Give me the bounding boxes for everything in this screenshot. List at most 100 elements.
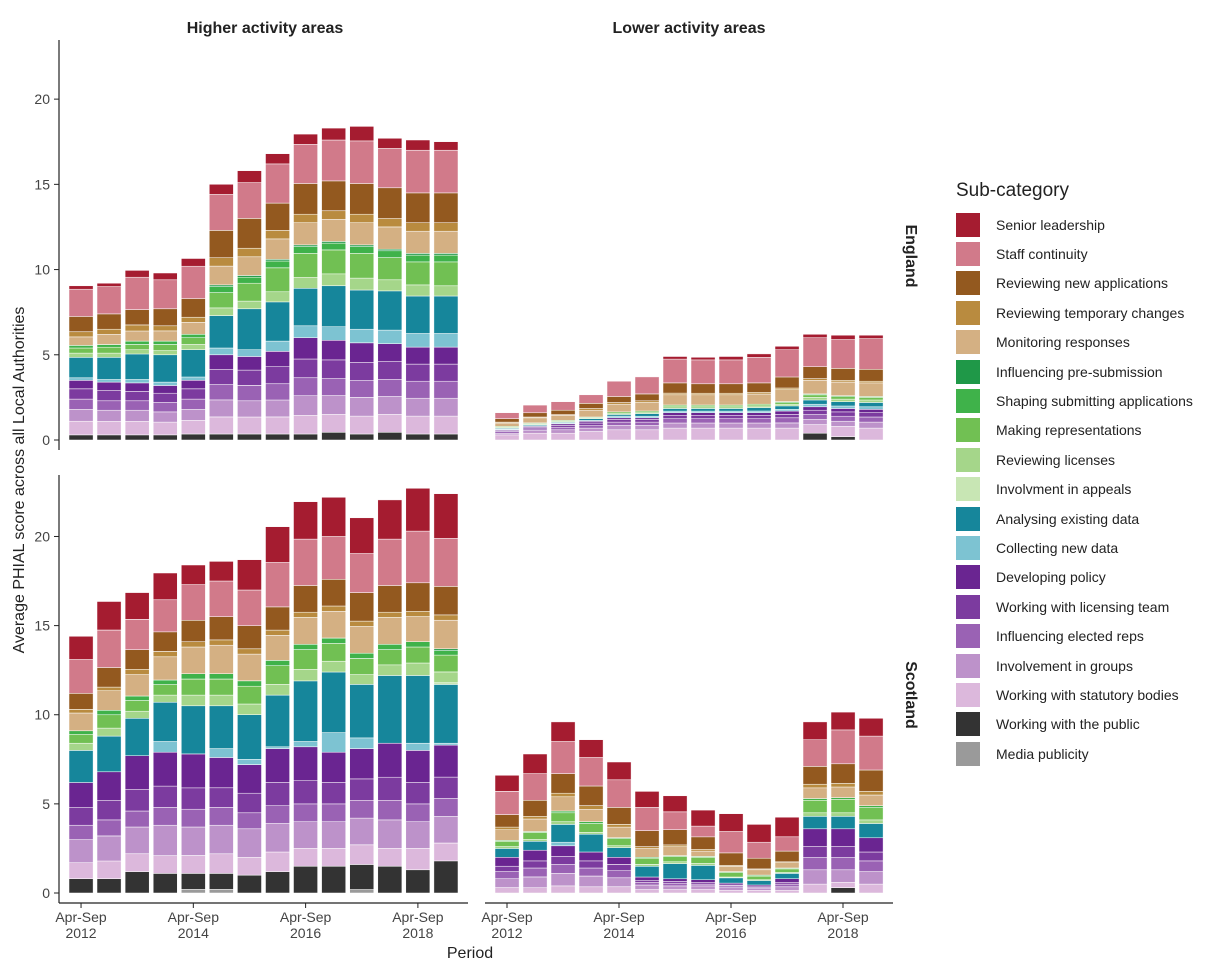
bar-segment-working-with-the-public <box>830 887 856 894</box>
y-tick-label: 5 <box>42 347 50 363</box>
x-tick-label: 2014 <box>178 925 209 941</box>
bar-segment-analysing-existing-data <box>237 714 262 760</box>
bar-segment-reviewing-new-applications <box>96 667 122 688</box>
bar-stack <box>858 334 884 441</box>
bar-stack <box>774 816 800 894</box>
x-tick-label: Apr-Sep <box>280 909 332 925</box>
bar-segment-monitoring-responses <box>68 712 94 732</box>
bar-segment-developing-policy <box>152 385 178 394</box>
bar-segment-working-with-statutory-bodies <box>265 851 290 872</box>
bar-segment-making-representations <box>830 799 856 814</box>
bar-segment-working-with-licensing-team <box>209 369 234 385</box>
bar-stack <box>550 401 576 441</box>
bar-segment-reviewing-temporary-changes <box>377 218 403 228</box>
bar-segment-working-with-the-public <box>377 866 403 894</box>
bar-segment-working-with-licensing-team <box>774 414 800 419</box>
bar-segment-working-with-licensing-team <box>662 881 688 884</box>
bar-segment-developing-policy <box>293 746 318 781</box>
bar-segment-collecting-new-data <box>377 329 403 344</box>
bar-segment-staff-continuity <box>606 779 632 808</box>
bar-segment-analysing-existing-data <box>68 357 94 379</box>
bar-segment-working-with-statutory-bodies <box>494 434 520 441</box>
bar-segment-analysing-existing-data <box>802 399 828 405</box>
bar-segment-analysing-existing-data <box>124 718 150 756</box>
legend-item-making-representations: Making representations <box>956 416 1193 445</box>
bar-segment-involvement-in-groups <box>293 395 318 416</box>
row-facet-titles: England Scotland <box>902 224 919 728</box>
bar-segment-influencing-pre-submission <box>237 275 262 278</box>
bar-segment-developing-policy <box>858 837 884 853</box>
bar-segment-reviewing-licenses <box>774 403 800 407</box>
bar-segment-analysing-existing-data <box>690 408 716 412</box>
bar-segment-developing-policy <box>349 748 375 780</box>
bar-segment-analysing-existing-data <box>606 847 632 858</box>
bar-segment-analysing-existing-data <box>858 823 884 839</box>
bar-segment-involvement-in-groups <box>181 409 206 421</box>
bar-segment-collecting-new-data <box>746 410 772 413</box>
bar-segment-developing-policy <box>405 346 431 365</box>
bar-segment-working-with-statutory-bodies <box>774 427 800 441</box>
legend-swatch <box>956 389 980 414</box>
bar-segment-working-with-statutory-bodies <box>405 848 431 871</box>
legend-swatch <box>956 682 980 707</box>
bar-segment-influencing-elected-reps <box>830 415 856 422</box>
bar-segment-analysing-existing-data <box>293 288 318 327</box>
bar-segment-monitoring-responses <box>690 850 716 857</box>
bar-segment-reviewing-licenses <box>550 821 576 825</box>
bar-segment-developing-policy <box>237 356 262 371</box>
bar-segment-involvement-in-groups <box>690 885 716 890</box>
bar-segment-making-representations <box>321 643 346 662</box>
bar-segment-working-with-statutory-bodies <box>377 848 403 867</box>
bar-segment-developing-policy <box>349 342 375 363</box>
bar-stack <box>405 139 431 441</box>
legend-item-reviewing-temporary-changes: Reviewing temporary changes <box>956 298 1193 327</box>
x-tick-label: 2014 <box>603 925 634 941</box>
legend-item-staff-continuity: Staff continuity <box>956 239 1193 268</box>
y-tick-label: 10 <box>34 262 50 278</box>
bar-segment-shaping-submitting-applications <box>293 644 318 650</box>
bar-segment-monitoring-responses <box>433 230 459 254</box>
bar-segment-developing-policy <box>209 354 234 370</box>
bar-segment-staff-continuity <box>802 337 828 367</box>
bar-segment-reviewing-new-applications <box>746 382 772 393</box>
bar-segment-developing-policy <box>550 845 576 857</box>
bar-segment-influencing-elected-reps <box>858 416 884 423</box>
bar-segment-developing-policy <box>802 828 828 847</box>
bar-segment-working-with-the-public <box>181 433 206 441</box>
legend-item-analysing-existing-data: Analysing existing data <box>956 504 1193 533</box>
bar-stack <box>96 282 122 441</box>
bar-segment-staff-continuity <box>321 139 346 182</box>
bar-stack <box>802 334 828 441</box>
bar-segment-influencing-elected-reps <box>321 378 346 396</box>
bar-segment-collecting-new-data <box>606 415 632 419</box>
bar-segment-influencing-elected-reps <box>433 380 459 399</box>
bar-segment-involvement-in-groups <box>550 429 576 434</box>
bar-segment-working-with-licensing-team <box>578 860 604 869</box>
bar-segment-analysing-existing-data <box>349 684 375 739</box>
bar-segment-working-with-licensing-team <box>265 366 290 384</box>
bar-segment-staff-continuity <box>494 412 520 419</box>
bar-segment-influencing-elected-reps <box>349 380 375 398</box>
bar-segment-reviewing-temporary-changes <box>265 230 290 240</box>
bar-segment-working-with-licensing-team <box>433 363 459 382</box>
bar-segment-shaping-submitting-applications <box>830 797 856 800</box>
bar-segment-working-with-statutory-bodies <box>237 416 262 435</box>
bar-segment-collecting-new-data <box>802 403 828 408</box>
legend-label: Monitoring responses <box>996 334 1130 351</box>
bar-segment-monitoring-responses <box>237 653 262 682</box>
bar-segment-monitoring-responses <box>578 808 604 822</box>
bar-segment-analysing-existing-data <box>96 357 122 380</box>
bar-segment-involvement-in-groups <box>405 397 431 417</box>
bar-segment-reviewing-new-applications <box>634 830 660 847</box>
bar-segment-making-representations <box>433 261 459 287</box>
bar-segment-making-representations <box>237 282 262 302</box>
bar-segment-shaping-submitting-applications <box>96 710 122 716</box>
bar-segment-working-with-licensing-team <box>858 412 884 418</box>
row-facet-title-england: England <box>902 224 919 287</box>
legend-item-influencing-elected-reps: Influencing elected reps <box>956 621 1193 650</box>
bar-segment-reviewing-temporary-changes <box>802 378 828 381</box>
x-tick-label: 2018 <box>827 925 858 941</box>
bar-segment-reviewing-new-applications <box>377 187 403 219</box>
bar-segment-involvement-in-groups <box>494 432 520 436</box>
bar-segment-monitoring-responses <box>718 866 744 872</box>
